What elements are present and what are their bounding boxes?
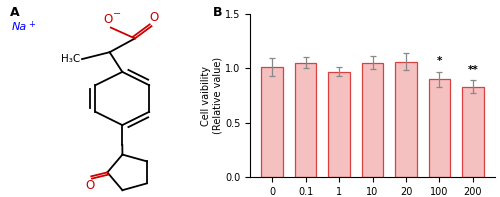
Bar: [395, 62, 417, 177]
Y-axis label: Cell vaibility
(Relative value): Cell vaibility (Relative value): [200, 57, 222, 134]
Bar: [362, 63, 384, 177]
Bar: [261, 67, 283, 177]
Text: −: −: [113, 9, 122, 19]
Text: A: A: [10, 6, 19, 19]
Text: *: *: [437, 56, 442, 66]
Text: O: O: [86, 179, 94, 192]
Bar: [428, 79, 450, 177]
Text: **: **: [468, 65, 478, 75]
Text: H₃C: H₃C: [61, 54, 80, 64]
Text: O: O: [149, 11, 158, 24]
Bar: [462, 87, 484, 177]
Bar: [294, 63, 316, 177]
Bar: [328, 72, 350, 177]
Text: +: +: [28, 20, 35, 29]
Text: O: O: [104, 13, 112, 26]
Text: Na: Na: [12, 22, 27, 32]
Text: B: B: [213, 6, 223, 19]
